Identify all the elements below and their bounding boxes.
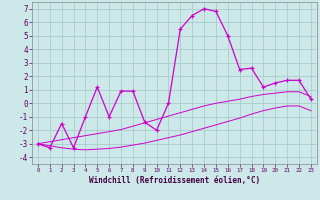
X-axis label: Windchill (Refroidissement éolien,°C): Windchill (Refroidissement éolien,°C) [89,176,260,185]
